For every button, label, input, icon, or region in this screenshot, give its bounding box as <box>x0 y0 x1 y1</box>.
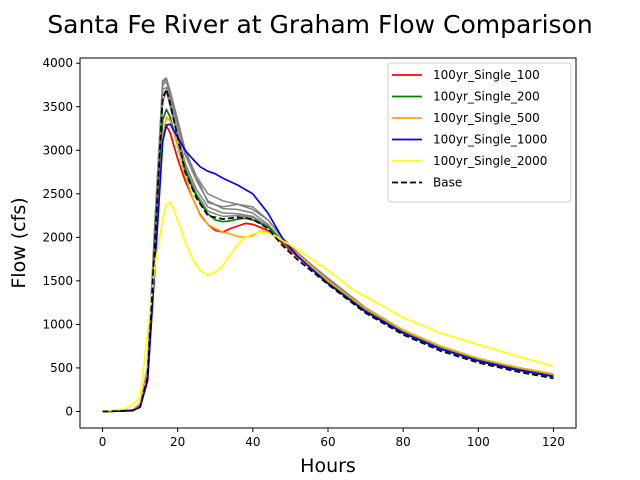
x-tick-label: 100 <box>467 435 490 449</box>
y-tick-label: 3000 <box>42 143 73 157</box>
legend-box <box>387 62 572 203</box>
legend-label: 100yr_Single_100 <box>433 68 540 82</box>
y-tick-label: 2500 <box>42 187 73 201</box>
legend-label: Base <box>433 176 462 190</box>
x-tick-label: 120 <box>542 435 565 449</box>
series-line-7 <box>102 116 554 413</box>
series-line-8 <box>102 123 554 413</box>
series-line-9 <box>102 201 554 413</box>
x-tick-label: 60 <box>320 435 335 449</box>
x-axis-label: Hours <box>300 455 356 477</box>
series-line-10 <box>102 88 554 413</box>
y-tick-label: 1500 <box>42 274 73 288</box>
y-tick-label: 500 <box>50 361 73 375</box>
y-tick-label: 2000 <box>42 230 73 244</box>
y-axis-label: Flow (cfs) <box>8 197 30 288</box>
y-tick-label: 1000 <box>42 317 73 331</box>
legend-label: 100yr_Single_1000 <box>433 133 547 147</box>
plot-area <box>102 77 554 413</box>
x-tick-label: 0 <box>99 435 107 449</box>
y-tick-label: 4000 <box>42 56 73 70</box>
x-tick-label: 40 <box>245 435 260 449</box>
x-tick-label: 20 <box>170 435 185 449</box>
x-tick-label: 80 <box>396 435 411 449</box>
y-tick-label: 0 <box>65 404 73 418</box>
legend-label: 100yr_Single_200 <box>433 90 540 104</box>
legend-label: 100yr_Single_2000 <box>433 154 547 168</box>
chart-title: Santa Fe River at Graham Flow Comparison <box>47 10 592 39</box>
legend: 100yr_Single_100 100yr_Single_200 100yr_Si… <box>387 62 572 203</box>
x-axis-ticks: 0 20 40 60 80 100 120 <box>99 428 565 449</box>
legend-label: 100yr_Single_500 <box>433 111 540 125</box>
y-tick-label: 3500 <box>42 100 73 114</box>
y-axis-ticks: 0 500 1000 1500 2000 2500 3000 3500 4000 <box>42 56 80 418</box>
